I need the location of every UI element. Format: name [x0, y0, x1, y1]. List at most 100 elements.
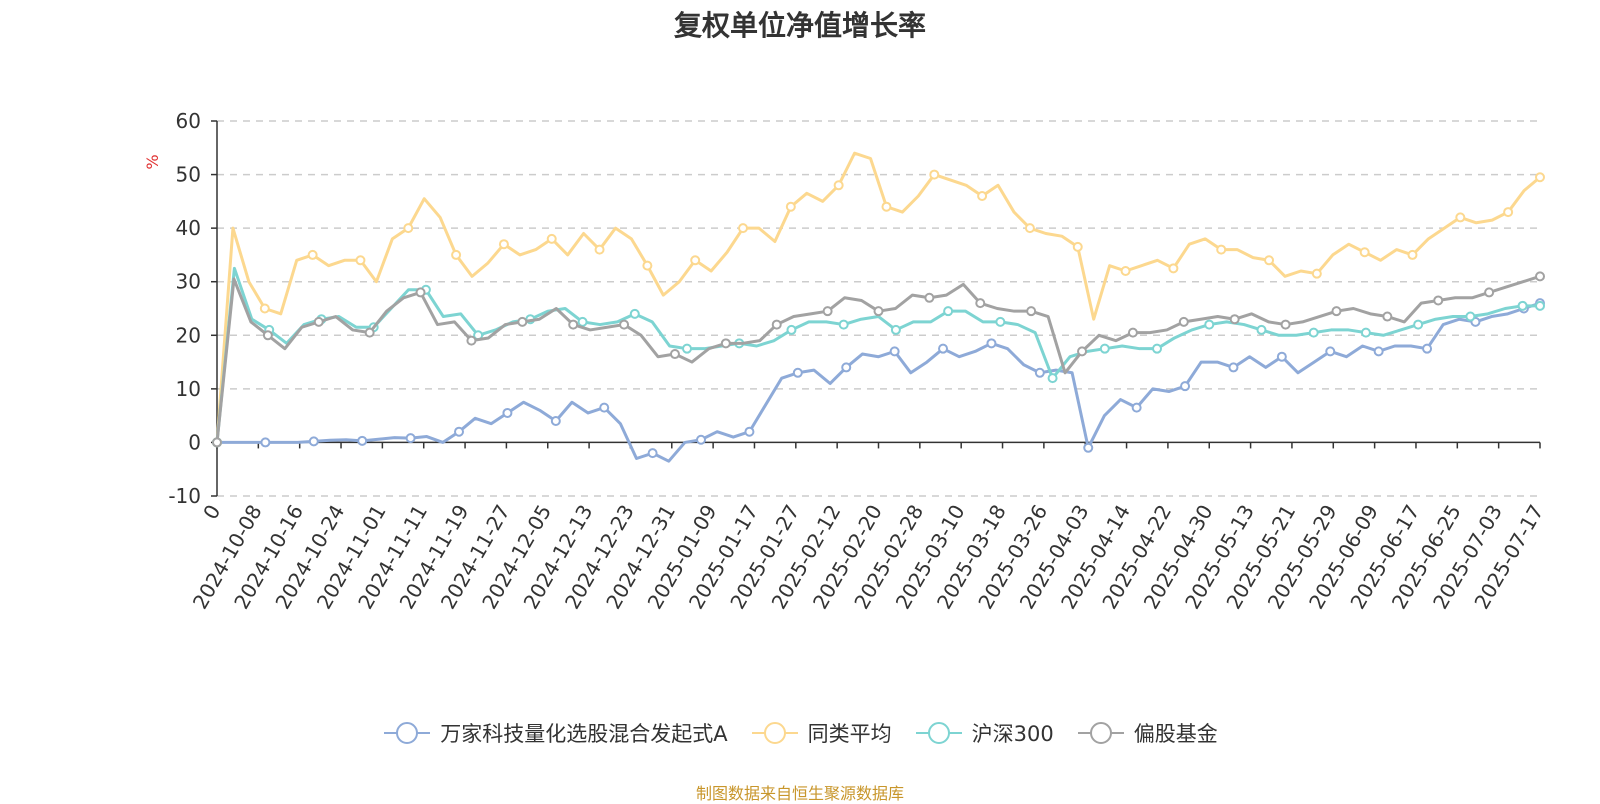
- data-point: [546, 233, 557, 244]
- y-tick-labels: -10 0 10 20 30 40 50 60: [168, 109, 217, 508]
- legend-marker-icon: [751, 722, 798, 744]
- y-tick-label: 10: [176, 377, 201, 401]
- data-point: [1152, 343, 1163, 354]
- data-point: [1127, 327, 1138, 338]
- series-1: [212, 151, 1545, 448]
- data-point: [577, 316, 588, 327]
- data-point: [308, 436, 319, 447]
- data-point: [1228, 362, 1239, 373]
- data-point: [943, 306, 954, 317]
- data-point: [1180, 381, 1191, 392]
- data-point: [642, 260, 653, 271]
- data-point: [841, 362, 852, 373]
- data-point: [1382, 311, 1393, 322]
- data-point: [357, 435, 368, 446]
- y-tick-label: 20: [176, 323, 201, 347]
- series-0: [212, 298, 1545, 463]
- data-point: [785, 201, 796, 212]
- data-point: [1178, 316, 1189, 327]
- legend-item[interactable]: 偏股基金: [1076, 718, 1218, 748]
- data-point: [738, 223, 749, 234]
- data-point: [1455, 212, 1466, 223]
- data-point: [594, 244, 605, 255]
- data-point: [307, 249, 318, 260]
- legend-label: 沪深300: [971, 722, 1054, 746]
- legend-marker-icon: [1077, 722, 1124, 744]
- data-point: [260, 437, 271, 448]
- data-point: [890, 324, 901, 335]
- data-point: [1331, 306, 1342, 317]
- data-point: [1024, 223, 1035, 234]
- data-point: [1360, 327, 1371, 338]
- data-point: [1216, 244, 1227, 255]
- series-line: [215, 274, 1541, 443]
- data-point: [262, 330, 273, 341]
- y-axis-label: %: [143, 154, 162, 169]
- series-2: [212, 266, 1545, 448]
- legend-label: 偏股基金: [1133, 722, 1218, 746]
- legend: 万家科技量化选股混合发起式A 同类平均 沪深300 偏股基金: [0, 718, 1600, 748]
- data-point: [690, 255, 701, 266]
- data-point: [1047, 373, 1058, 384]
- data-point: [1120, 266, 1131, 276]
- data-point: [498, 239, 509, 250]
- x-tick-label: 0: [198, 501, 225, 524]
- data-point: [1422, 343, 1433, 354]
- data-point: [1276, 351, 1287, 362]
- data-point: [466, 335, 477, 346]
- data-point: [1204, 319, 1215, 330]
- x-tick-labels: 02024-10-082024-10-162024-10-242024-11-0…: [188, 442, 1548, 613]
- data-point: [1407, 249, 1418, 260]
- data-point: [1503, 207, 1514, 218]
- y-tick-label: 30: [176, 270, 201, 294]
- data-point: [1280, 319, 1291, 330]
- data-point: [599, 402, 610, 413]
- data-point: [313, 316, 324, 327]
- data-point: [838, 319, 849, 330]
- data-point: [502, 407, 513, 418]
- data-point: [792, 367, 803, 378]
- series-line: [217, 301, 1541, 463]
- data-point: [619, 319, 630, 330]
- data-point: [929, 169, 940, 180]
- data-point: [977, 191, 988, 201]
- legend-item[interactable]: 同类平均: [750, 718, 892, 748]
- data-point: [669, 349, 680, 360]
- data-point: [1325, 346, 1336, 357]
- data-point: [995, 316, 1006, 327]
- data-point: [1308, 327, 1319, 338]
- data-point: [786, 324, 797, 335]
- legend-marker-icon: [384, 722, 431, 744]
- data-point: [1034, 367, 1045, 378]
- data-point: [550, 416, 561, 426]
- data-point: [647, 448, 658, 459]
- data-point: [1413, 319, 1424, 330]
- data-point: [682, 343, 693, 354]
- data-point: [696, 434, 707, 445]
- legend-label: 同类平均: [807, 722, 892, 746]
- data-point: [1535, 172, 1545, 183]
- data-point: [720, 338, 731, 349]
- data-point: [212, 437, 222, 448]
- data-point: [873, 306, 884, 317]
- data-point: [568, 319, 579, 330]
- data-point: [1484, 287, 1495, 298]
- legend-item[interactable]: 沪深300: [914, 718, 1054, 748]
- data-point: [1359, 247, 1370, 258]
- data-point: [1535, 271, 1545, 282]
- data-point: [986, 338, 997, 349]
- data-point: [975, 298, 986, 309]
- y-tick-label: 50: [176, 163, 201, 187]
- data-point: [822, 306, 833, 317]
- data-point: [771, 319, 782, 330]
- data-point: [1311, 268, 1322, 279]
- data-point: [629, 308, 640, 319]
- data-point: [833, 180, 844, 191]
- data-point: [1517, 300, 1528, 311]
- data-point: [355, 255, 366, 266]
- legend-item[interactable]: 万家科技量化选股混合发起式A: [382, 718, 728, 748]
- data-point: [405, 433, 416, 444]
- data-point: [1433, 295, 1444, 306]
- y-tick-label: -10: [168, 484, 201, 508]
